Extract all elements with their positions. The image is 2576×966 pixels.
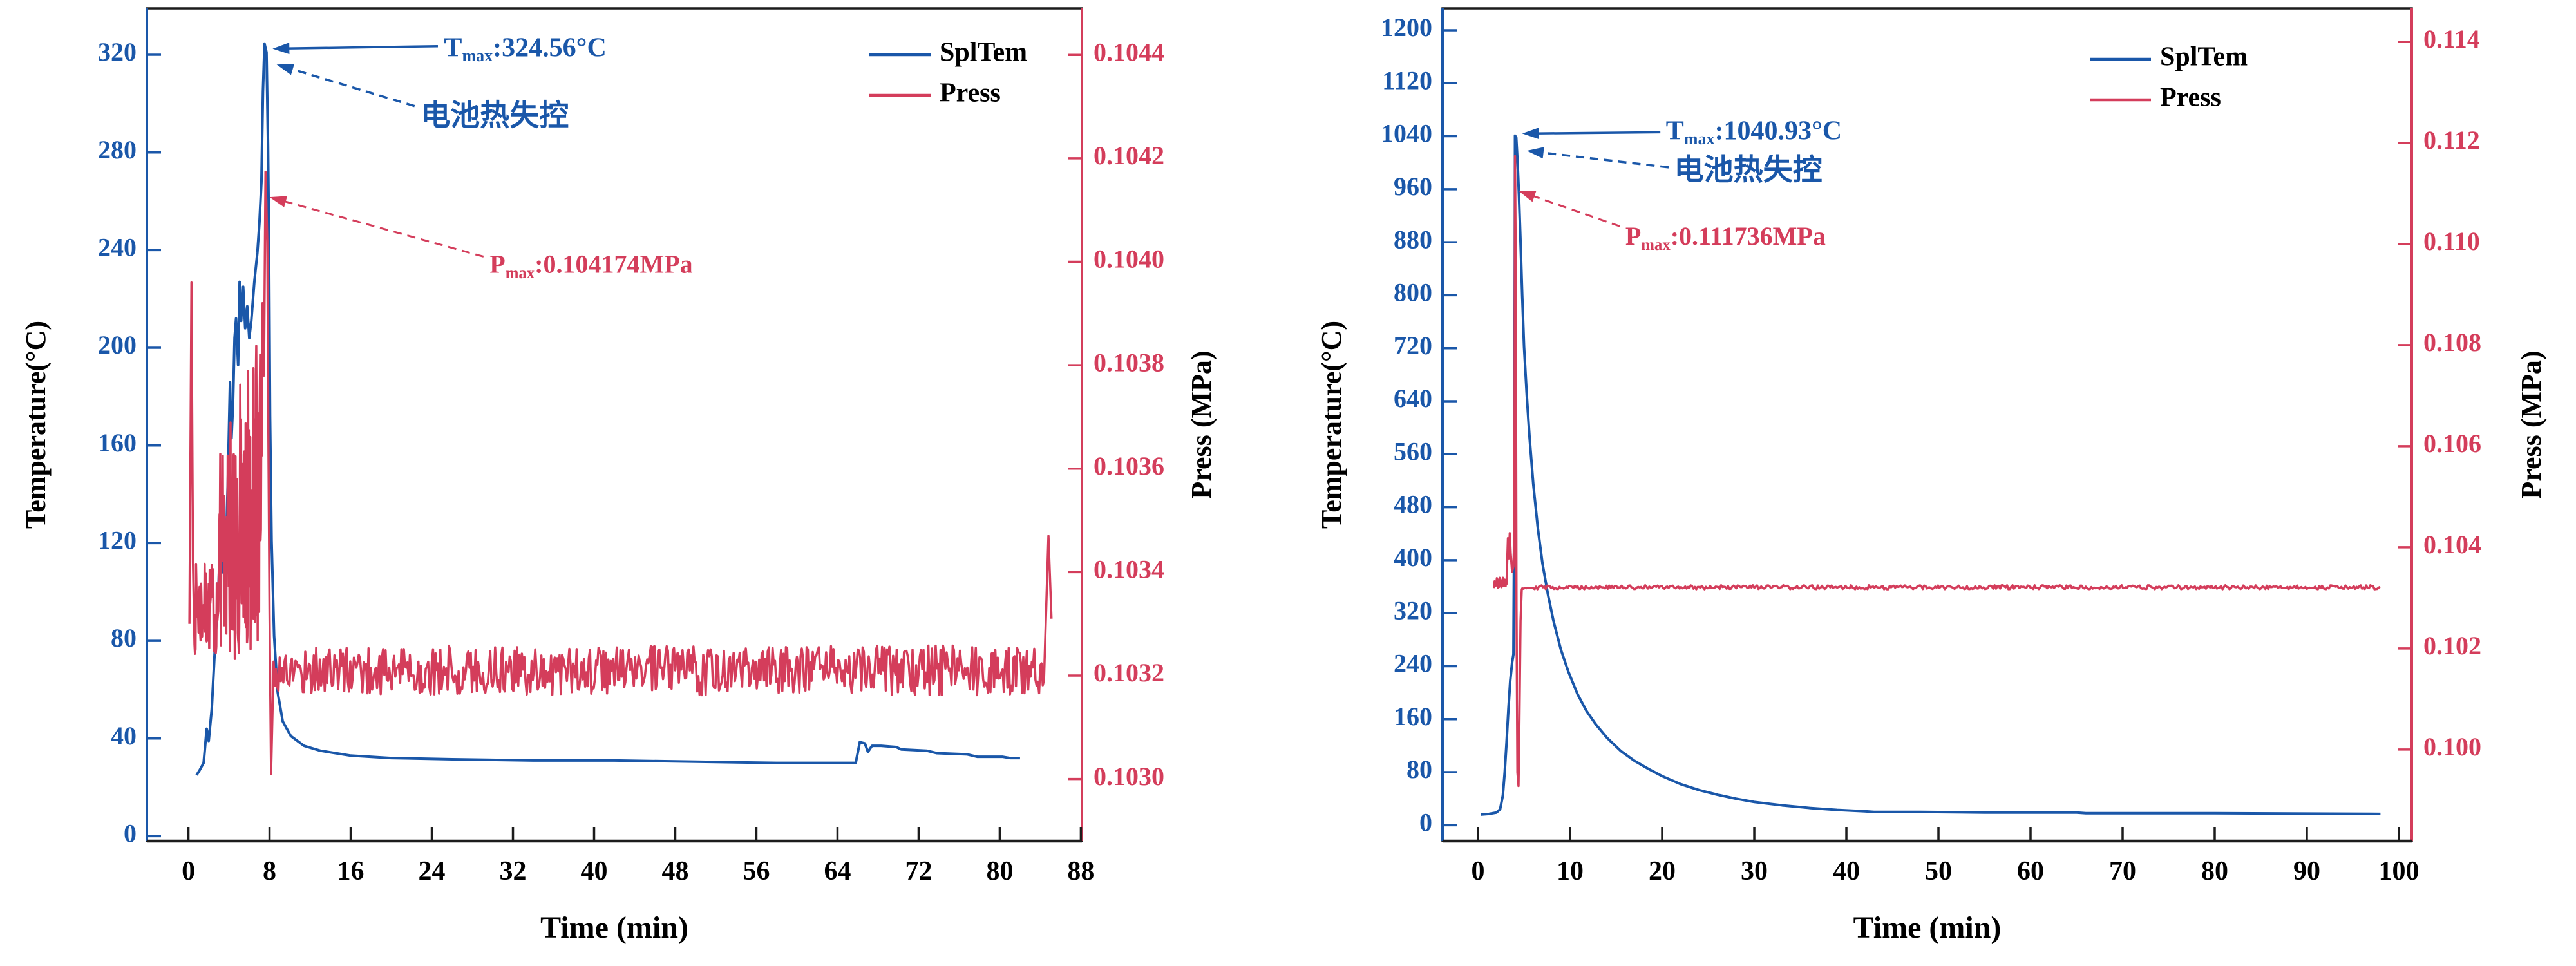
svg-text:100: 100 — [2378, 857, 2419, 886]
svg-text:0.1038: 0.1038 — [1094, 348, 1164, 377]
svg-text:0.1040: 0.1040 — [1094, 245, 1164, 274]
right-chart-series-spltem-line — [1481, 134, 2381, 816]
svg-text:880: 880 — [1394, 225, 1432, 254]
svg-text:160: 160 — [1394, 702, 1432, 731]
svg-text:1120: 1120 — [1382, 66, 1432, 95]
right-chart-legend-label-spltem: SplTem — [2160, 43, 2248, 72]
svg-text:72: 72 — [905, 857, 932, 886]
svg-text:80: 80 — [111, 623, 137, 652]
svg-text:0: 0 — [124, 819, 137, 848]
svg-text:1040: 1040 — [1381, 119, 1432, 148]
svg-text:0.106: 0.106 — [2423, 429, 2481, 458]
svg-text:40: 40 — [581, 857, 608, 886]
svg-text:0.1036: 0.1036 — [1094, 451, 1164, 480]
svg-text:720: 720 — [1394, 331, 1432, 360]
right-chart-runaway-label: 电池热失控 — [1674, 153, 1823, 186]
svg-text:1200: 1200 — [1381, 13, 1432, 42]
svg-text:50: 50 — [1925, 857, 1952, 886]
left-chart-time-axis-title: Time (min) — [540, 911, 688, 945]
svg-text:32: 32 — [500, 857, 527, 886]
svg-text:0.108: 0.108 — [2423, 328, 2481, 357]
svg-text:0.1030: 0.1030 — [1094, 762, 1164, 791]
svg-text:240: 240 — [98, 233, 137, 262]
svg-text:400: 400 — [1394, 543, 1432, 572]
right-chart-axis-ticks: 0801602403204004805606407208008809601040… — [1381, 13, 2481, 886]
svg-text:480: 480 — [1394, 490, 1432, 519]
svg-text:40: 40 — [111, 721, 137, 750]
left-chart-runaway-label: 电池热失控 — [421, 99, 569, 131]
svg-text:56: 56 — [743, 857, 770, 886]
left-chart: Tmax:324.56°C电池热失控Pmax:0.104174MPa040801… — [20, 7, 1217, 945]
svg-text:320: 320 — [1394, 596, 1432, 625]
svg-text:120: 120 — [98, 526, 137, 555]
svg-text:0.114: 0.114 — [2423, 24, 2480, 53]
svg-text:80: 80 — [2201, 857, 2228, 886]
svg-text:40: 40 — [1833, 857, 1860, 886]
left-chart-axis-ticks: 040801201602002402803200.10300.10320.103… — [98, 37, 1164, 886]
svg-text:64: 64 — [824, 857, 851, 886]
svg-text:280: 280 — [98, 135, 137, 164]
svg-text:8: 8 — [263, 857, 276, 886]
svg-text:0.100: 0.100 — [2423, 732, 2481, 761]
left-chart-pressure-axis-title: Press (MPa) — [1186, 350, 1217, 498]
svg-text:24: 24 — [419, 857, 446, 886]
svg-text:0: 0 — [1419, 808, 1432, 837]
svg-text:800: 800 — [1394, 278, 1432, 307]
left-chart-pmax-label: Pmax:0.104174MPa — [489, 250, 692, 282]
svg-text:0.104: 0.104 — [2423, 530, 2481, 559]
svg-text:48: 48 — [661, 857, 688, 886]
left-chart-legend-label-press: Press — [940, 79, 1001, 108]
left-chart-series-press-line — [188, 171, 1053, 775]
svg-text:0.1034: 0.1034 — [1094, 555, 1164, 584]
right-chart-series-press-line — [1493, 155, 2381, 788]
svg-text:90: 90 — [2293, 857, 2320, 886]
svg-text:16: 16 — [337, 857, 365, 886]
svg-text:240: 240 — [1394, 649, 1432, 678]
svg-text:0.1042: 0.1042 — [1094, 141, 1164, 170]
svg-text:88: 88 — [1067, 857, 1094, 886]
left-chart-pmax-arrow — [269, 196, 484, 258]
svg-text:0.1044: 0.1044 — [1094, 37, 1164, 66]
right-chart-legend: SplTem Press — [2090, 43, 2248, 113]
svg-text:80: 80 — [986, 857, 1013, 886]
svg-text:0: 0 — [182, 857, 195, 886]
svg-text:0.1032: 0.1032 — [1094, 658, 1164, 687]
left-chart-runaway-arrow — [276, 64, 415, 108]
svg-text:0: 0 — [1472, 857, 1485, 886]
left-chart-legend-label-spltem: SplTem — [940, 38, 1027, 68]
right-chart-tmax-label: Tmax:1040.93°C — [1666, 116, 1842, 148]
left-chart-tmax-label: Tmax:324.56°C — [444, 33, 606, 65]
right-chart-pmax-label: Pmax:0.111736MPa — [1625, 222, 1826, 254]
right-chart-tmax-arrow — [1522, 128, 1661, 140]
svg-text:70: 70 — [2109, 857, 2136, 886]
right-chart-legend-label-press: Press — [2160, 83, 2221, 113]
svg-text:560: 560 — [1394, 437, 1432, 466]
right-chart-runaway-arrow — [1526, 147, 1669, 169]
svg-text:160: 160 — [98, 428, 137, 457]
right-chart-time-axis-title: Time (min) — [1853, 911, 2002, 945]
svg-text:20: 20 — [1649, 857, 1676, 886]
svg-text:10: 10 — [1557, 857, 1584, 886]
svg-text:640: 640 — [1394, 384, 1432, 413]
left-chart-temperature-axis-title: Temperature(°C) — [20, 321, 52, 529]
right-chart-temperature-axis-title: Temperature(°C) — [1316, 321, 1347, 529]
svg-text:960: 960 — [1394, 172, 1432, 201]
left-chart-legend: SplTem Press — [869, 38, 1027, 108]
svg-text:0.112: 0.112 — [2423, 126, 2480, 155]
svg-text:80: 80 — [1406, 755, 1432, 784]
right-chart-pmax-arrow — [1518, 191, 1620, 227]
right-chart-pressure-axis-title: Press (MPa) — [2515, 350, 2547, 498]
svg-text:200: 200 — [98, 330, 137, 359]
left-chart-tmax-arrow — [272, 43, 439, 55]
svg-text:60: 60 — [2017, 857, 2044, 886]
svg-text:0.110: 0.110 — [2423, 227, 2480, 256]
svg-text:30: 30 — [1741, 857, 1768, 886]
svg-text:0.102: 0.102 — [2423, 631, 2481, 660]
right-chart: Tmax:1040.93°C 电池热失控 Pmax:0.111736MPa 0 80 16… — [1316, 7, 2547, 945]
svg-text:320: 320 — [98, 37, 137, 66]
